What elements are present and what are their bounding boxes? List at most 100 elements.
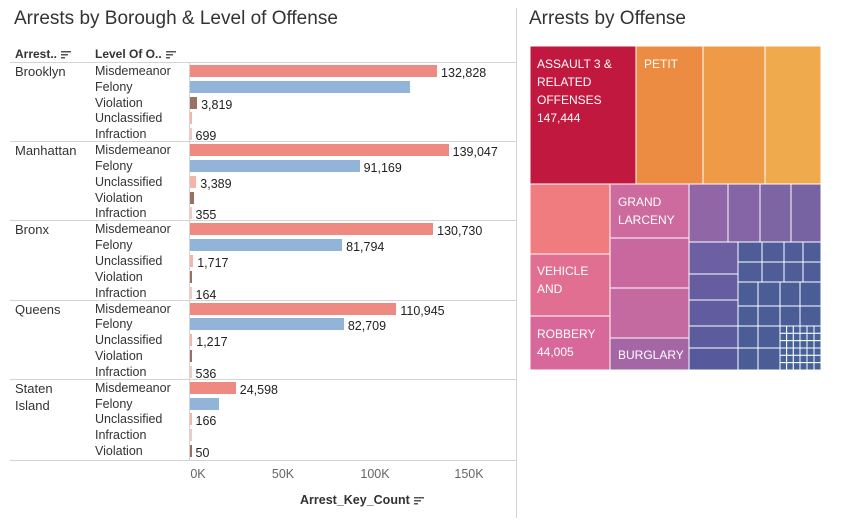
treemap-cell[interactable] (813, 347, 822, 356)
treemap-cell[interactable] (529, 183, 611, 255)
treemap-cell[interactable] (792, 354, 801, 364)
bar[interactable] (190, 413, 192, 426)
bar[interactable] (190, 381, 236, 394)
bar[interactable] (190, 96, 198, 109)
treemap-cell[interactable] (799, 325, 808, 334)
treemap-cell[interactable] (757, 281, 781, 307)
treemap-cell[interactable] (737, 347, 759, 371)
treemap-cell[interactable] (737, 305, 759, 327)
treemap-cell[interactable] (786, 340, 794, 349)
borough-column-header[interactable]: Arrest.. (15, 47, 72, 61)
bar[interactable] (190, 223, 434, 236)
bar[interactable] (190, 334, 193, 347)
bar[interactable] (190, 128, 192, 141)
treemap-cell[interactable] (783, 261, 804, 283)
treemap-cell[interactable] (792, 362, 801, 371)
treemap-cell[interactable] (786, 332, 794, 342)
treemap-cell[interactable] (702, 45, 766, 185)
bar[interactable] (190, 397, 220, 410)
treemap-cell[interactable] (790, 183, 822, 243)
treemap-cell[interactable] (783, 241, 804, 263)
level-column-header[interactable]: Level Of O.. (95, 47, 176, 61)
treemap-cell[interactable] (799, 347, 808, 356)
treemap-cell[interactable] (761, 261, 785, 283)
treemap-cell[interactable] (609, 237, 690, 289)
treemap-cell[interactable] (759, 183, 792, 243)
treemap-cell[interactable] (806, 362, 815, 371)
treemap-cell[interactable] (737, 261, 763, 283)
treemap-cell[interactable] (786, 347, 794, 356)
treemap-cell[interactable] (792, 347, 801, 356)
sort-icon[interactable] (61, 50, 72, 59)
bar[interactable] (190, 270, 192, 283)
treemap-cell[interactable] (688, 241, 739, 275)
treemap-cell[interactable] (764, 45, 822, 185)
bar[interactable] (190, 286, 192, 299)
treemap-cell[interactable] (609, 287, 690, 339)
treemap-cell[interactable] (786, 325, 794, 334)
bar[interactable] (190, 350, 192, 362)
treemap-cell-petit[interactable] (635, 45, 704, 185)
treemap-cell[interactable] (799, 340, 808, 349)
treemap-cell[interactable] (806, 340, 815, 349)
treemap-cell[interactable] (799, 354, 808, 364)
treemap-cell[interactable] (792, 325, 801, 334)
treemap-cell[interactable] (757, 347, 781, 371)
treemap-cell[interactable] (792, 332, 801, 342)
treemap-cell[interactable] (737, 325, 759, 349)
bar[interactable] (190, 80, 411, 93)
bar[interactable] (190, 112, 192, 125)
treemap-cell[interactable] (792, 340, 801, 349)
treemap-cell[interactable] (688, 299, 739, 327)
bar[interactable] (190, 302, 397, 315)
bar[interactable] (190, 318, 344, 331)
treemap-cell-assault[interactable] (529, 45, 637, 185)
treemap-cell[interactable] (761, 241, 785, 263)
treemap-cell[interactable] (688, 183, 729, 243)
bar[interactable] (190, 429, 192, 442)
bar[interactable] (190, 445, 192, 457)
treemap-cell[interactable] (786, 362, 794, 371)
treemap-cell[interactable] (757, 305, 781, 327)
treemap-cell[interactable] (799, 362, 808, 371)
bar[interactable] (190, 160, 360, 172)
treemap-cell-vehicle[interactable] (529, 253, 611, 317)
treemap-cell[interactable] (779, 347, 788, 356)
treemap-cell[interactable] (779, 332, 788, 342)
treemap-cell[interactable] (813, 362, 822, 371)
treemap-cell[interactable] (802, 261, 822, 283)
sort-icon[interactable] (165, 50, 176, 59)
bar[interactable] (190, 365, 192, 378)
treemap-cell[interactable] (779, 340, 788, 349)
treemap-cell[interactable] (799, 332, 808, 342)
bar[interactable] (190, 255, 194, 267)
treemap-cell[interactable] (813, 354, 822, 364)
treemap-cell[interactable] (786, 354, 794, 364)
treemap-cell[interactable] (806, 354, 815, 364)
treemap-cell[interactable] (799, 305, 822, 327)
treemap-cell[interactable] (806, 332, 815, 342)
bar[interactable] (190, 144, 449, 157)
treemap-cell[interactable] (779, 305, 801, 327)
treemap-cell[interactable] (737, 281, 759, 307)
treemap-cell[interactable] (813, 332, 822, 342)
bar[interactable] (190, 239, 343, 252)
treemap-cell[interactable] (806, 347, 815, 356)
treemap-cell[interactable] (802, 241, 822, 263)
bar[interactable] (190, 65, 438, 77)
treemap-cell[interactable] (779, 281, 801, 307)
treemap-cell[interactable] (688, 347, 739, 371)
treemap-cell[interactable] (779, 354, 788, 364)
treemap-cell[interactable] (779, 362, 788, 371)
treemap-cell[interactable] (779, 325, 788, 334)
treemap-cell[interactable] (727, 183, 761, 243)
bar[interactable] (190, 175, 197, 188)
treemap-cell[interactable] (813, 340, 822, 349)
treemap-cell[interactable] (688, 273, 739, 301)
bar[interactable] (190, 191, 194, 204)
treemap-cell[interactable] (757, 325, 781, 349)
treemap-cell[interactable] (737, 241, 763, 263)
treemap-cell[interactable] (806, 325, 815, 334)
treemap-cell[interactable] (688, 325, 739, 349)
sort-icon[interactable] (413, 496, 424, 505)
